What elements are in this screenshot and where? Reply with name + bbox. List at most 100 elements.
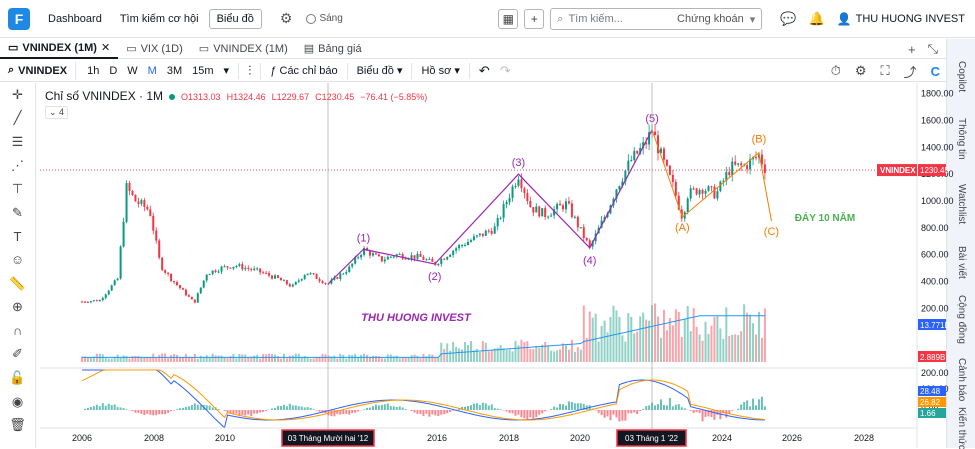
fib-icon[interactable]: ⊤ — [0, 177, 36, 201]
macd-histogram-bar — [140, 410, 142, 414]
collapse-icon[interactable]: ⤡ — [928, 41, 938, 57]
close-icon[interactable]: ✕ — [101, 41, 110, 54]
trash-icon[interactable]: 🗑 — [0, 413, 36, 437]
trend-line-icon[interactable]: ╱ — [0, 107, 36, 131]
volume-bar — [520, 340, 522, 362]
add-icon[interactable]: + — [524, 9, 544, 29]
volume-bar — [307, 357, 309, 362]
chat-icon[interactable]: 💬 — [780, 11, 796, 27]
volume-bar — [146, 358, 148, 362]
search-input[interactable]: ⌕ Tìm kiếm... Chứng khoán ▾ — [550, 8, 762, 30]
nav-dashboard[interactable]: Dashboard — [48, 13, 102, 25]
macd-histogram-bar — [333, 410, 335, 416]
nav-find-opportunities[interactable]: Tìm kiếm cơ hội — [120, 13, 199, 25]
eye-icon[interactable]: ◉ — [0, 390, 36, 414]
tab-vnindex-1m-2[interactable]: ▭ VNINDEX (1M) — [191, 39, 296, 59]
candle-body — [571, 203, 573, 217]
volume-bar — [295, 354, 297, 362]
redo-icon[interactable]: ↷ — [495, 63, 516, 79]
ruler-icon[interactable]: 📏 — [0, 272, 36, 296]
volume-bar — [387, 354, 389, 362]
volume-bar — [449, 351, 451, 362]
gear-icon[interactable]: ⚙ — [280, 10, 293, 27]
candle-type-icon[interactable]: ⫶ — [243, 63, 256, 79]
time-tick-label: 2020 — [570, 433, 590, 443]
volume-bar — [761, 338, 763, 362]
chart-nav-button[interactable]: Biểu đồ — [209, 9, 262, 29]
interval-15m[interactable]: 15m — [187, 65, 218, 77]
indicators-button[interactable]: ƒ Các chỉ báo — [265, 65, 342, 77]
volume-bar — [378, 356, 380, 362]
user-name[interactable]: THU HUONG INVEST — [856, 13, 965, 25]
add-tab-icon[interactable]: + — [908, 42, 916, 57]
interval-dropdown-icon[interactable]: ▾ — [219, 64, 235, 77]
chart-menu-button[interactable]: Biểu đồ ▾ — [352, 64, 408, 77]
profile-menu-button[interactable]: Hồ sơ ▾ — [416, 64, 464, 77]
brush-icon[interactable]: ✎ — [0, 201, 36, 225]
candle-body — [259, 268, 261, 272]
magnet-icon[interactable]: ∩ — [0, 319, 36, 343]
text-icon[interactable]: T — [0, 225, 36, 249]
horizontal-lines-icon[interactable]: ☰ — [0, 130, 36, 154]
brand-c-icon[interactable]: C — [931, 64, 940, 79]
search-scope-select[interactable]: Chứng khoán — [677, 13, 744, 25]
macd-histogram-bar — [464, 407, 466, 410]
candle-body — [562, 205, 564, 209]
volume-bar — [595, 314, 597, 362]
sidebar-item-knowledge[interactable]: Kiến thức — [947, 409, 975, 447]
emoji-icon[interactable]: ☺ — [0, 248, 36, 272]
macd-histogram-bar — [396, 407, 398, 410]
volume-bar — [494, 348, 496, 362]
sidebar-item-watchlist[interactable]: Watchlist — [947, 174, 975, 234]
interval-3m[interactable]: 3M — [162, 65, 187, 77]
sidebar-item-community[interactable]: Cộng đồng — [947, 289, 975, 349]
lock-drawing-icon[interactable]: ✐ — [0, 343, 36, 367]
zoom-icon[interactable]: ⊕ — [0, 295, 36, 319]
alert-clock-icon[interactable]: ⏱ — [831, 63, 841, 79]
macd-histogram-bar — [431, 410, 433, 414]
candle-body — [158, 241, 160, 258]
interval-m[interactable]: M — [143, 65, 162, 77]
macd-histogram-bar — [265, 410, 267, 411]
tab-vnindex-1m[interactable]: ▭ VNINDEX (1M) ✕ — [0, 39, 118, 59]
sidebar-item-copilot[interactable]: Copilot — [947, 47, 975, 107]
candle-body — [556, 204, 558, 209]
macd-histogram-bar — [90, 407, 92, 410]
candle-body — [464, 245, 466, 246]
macd-histogram-bar — [167, 410, 169, 413]
candle-body — [307, 274, 309, 276]
candle-body — [209, 274, 211, 275]
sidebar-item-articles[interactable]: Bài viết — [947, 237, 975, 287]
layout-grid-icon[interactable]: ▦ — [498, 9, 518, 29]
sidebar-item-alerts[interactable]: Cảnh báo — [947, 353, 975, 407]
theme-toggle[interactable]: Sáng — [306, 13, 342, 24]
volume-bar — [197, 359, 199, 362]
sidebar-item-info[interactable]: Thông tin — [947, 109, 975, 169]
crosshair-icon[interactable]: ✛ — [0, 83, 36, 107]
lock-icon[interactable]: 🔓 — [0, 366, 36, 390]
undo-icon[interactable]: ↶ — [474, 63, 495, 79]
volume-bar — [212, 354, 214, 362]
candle-body — [99, 300, 101, 301]
camera-icon[interactable]: ⤴ — [904, 62, 917, 81]
candle-body — [241, 264, 243, 269]
candle-body — [375, 253, 377, 254]
legend-title[interactable]: Chỉ số VNINDEX · 1M — [45, 89, 163, 103]
interval-1h[interactable]: 1h — [82, 65, 104, 77]
macd-histogram-bar — [488, 406, 490, 410]
macd-histogram-bar — [399, 406, 401, 410]
interval-d[interactable]: D — [104, 65, 122, 77]
tab-vix-1d[interactable]: ▭ VIX (1D) — [118, 39, 191, 59]
signal-line — [82, 370, 765, 420]
fullscreen-icon[interactable]: ⛶ — [880, 63, 889, 79]
settings-icon[interactable]: ⚙ — [855, 63, 867, 79]
legend-collapse-button[interactable]: ⌄ 4 — [45, 106, 68, 119]
app-logo-icon[interactable]: F — [8, 8, 30, 30]
interval-w[interactable]: W — [122, 65, 142, 77]
tab-price-board[interactable]: ▤ Bảng giá — [296, 39, 370, 59]
symbol-search[interactable]: ⌕ VNINDEX — [0, 62, 76, 80]
volume-bar — [203, 358, 205, 362]
bell-icon[interactable]: 🔔 — [808, 11, 824, 27]
avatar[interactable]: 👤 — [837, 12, 852, 26]
pattern-icon[interactable]: ⋰ — [0, 154, 36, 178]
